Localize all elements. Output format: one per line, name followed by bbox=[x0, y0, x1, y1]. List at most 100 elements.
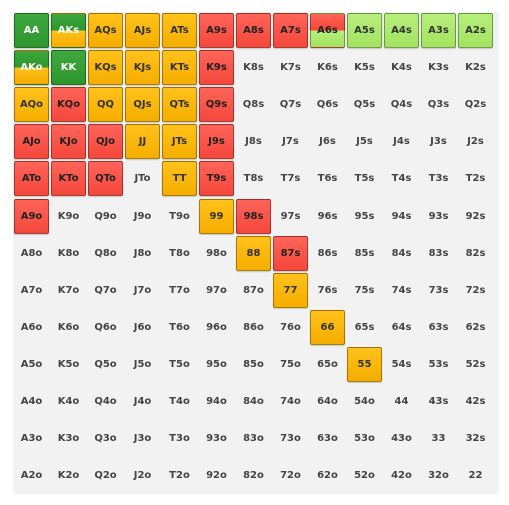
hand-cell-t6s[interactable]: T6s bbox=[310, 161, 345, 196]
hand-cell-93s[interactable]: 93s bbox=[421, 199, 456, 234]
hand-cell-83o[interactable]: 83o bbox=[236, 421, 271, 456]
hand-cell-92s[interactable]: 92s bbox=[458, 199, 493, 234]
hand-cell-72s[interactable]: 72s bbox=[458, 273, 493, 308]
hand-cell-92o[interactable]: 92o bbox=[199, 458, 234, 493]
hand-cell-53o[interactable]: 53o bbox=[347, 421, 382, 456]
hand-cell-98s[interactable]: 98s bbox=[236, 199, 271, 234]
hand-cell-84s[interactable]: 84s bbox=[384, 236, 419, 271]
hand-cell-j7s[interactable]: J7s bbox=[273, 124, 308, 159]
hand-cell-kk[interactable]: KK bbox=[51, 50, 86, 85]
hand-cell-j8s[interactable]: J8s bbox=[236, 124, 271, 159]
hand-cell-66[interactable]: 66 bbox=[310, 310, 345, 345]
hand-cell-j2o[interactable]: J2o bbox=[125, 458, 160, 493]
hand-cell-q6o[interactable]: Q6o bbox=[88, 310, 123, 345]
hand-cell-k7o[interactable]: K7o bbox=[51, 273, 86, 308]
hand-cell-64o[interactable]: 64o bbox=[310, 384, 345, 419]
hand-cell-97o[interactable]: 97o bbox=[199, 273, 234, 308]
hand-cell-95s[interactable]: 95s bbox=[347, 199, 382, 234]
hand-cell-kjo[interactable]: KJo bbox=[51, 124, 86, 159]
hand-cell-k6s[interactable]: K6s bbox=[310, 50, 345, 85]
hand-cell-k3o[interactable]: K3o bbox=[51, 421, 86, 456]
hand-cell-jj[interactable]: JJ bbox=[125, 124, 160, 159]
hand-cell-86s[interactable]: 86s bbox=[310, 236, 345, 271]
hand-cell-62s[interactable]: 62s bbox=[458, 310, 493, 345]
hand-cell-63o[interactable]: 63o bbox=[310, 421, 345, 456]
hand-cell-aqs[interactable]: AQs bbox=[88, 13, 123, 48]
hand-cell-q9o[interactable]: Q9o bbox=[88, 199, 123, 234]
hand-cell-qto[interactable]: QTo bbox=[88, 161, 123, 196]
hand-cell-t2s[interactable]: T2s bbox=[458, 161, 493, 196]
hand-cell-tt[interactable]: TT bbox=[162, 161, 197, 196]
hand-cell-t9o[interactable]: T9o bbox=[162, 199, 197, 234]
hand-cell-q3o[interactable]: Q3o bbox=[88, 421, 123, 456]
hand-cell-k3s[interactable]: K3s bbox=[421, 50, 456, 85]
hand-cell-95o[interactable]: 95o bbox=[199, 347, 234, 382]
hand-cell-j6s[interactable]: J6s bbox=[310, 124, 345, 159]
hand-cell-a6o[interactable]: A6o bbox=[14, 310, 49, 345]
hand-cell-87o[interactable]: 87o bbox=[236, 273, 271, 308]
hand-cell-t5o[interactable]: T5o bbox=[162, 347, 197, 382]
hand-cell-52o[interactable]: 52o bbox=[347, 458, 382, 493]
hand-cell-83s[interactable]: 83s bbox=[421, 236, 456, 271]
hand-cell-ajo[interactable]: AJo bbox=[14, 124, 49, 159]
hand-cell-42s[interactable]: 42s bbox=[458, 384, 493, 419]
hand-cell-kjs[interactable]: KJs bbox=[125, 50, 160, 85]
hand-cell-a7s[interactable]: A7s bbox=[273, 13, 308, 48]
hand-cell-a9o[interactable]: A9o bbox=[14, 199, 49, 234]
hand-cell-k5o[interactable]: K5o bbox=[51, 347, 86, 382]
hand-cell-a3o[interactable]: A3o bbox=[14, 421, 49, 456]
hand-cell-53s[interactable]: 53s bbox=[421, 347, 456, 382]
hand-cell-kqo[interactable]: KQo bbox=[51, 87, 86, 122]
hand-cell-t7o[interactable]: T7o bbox=[162, 273, 197, 308]
hand-cell-k9s[interactable]: K9s bbox=[199, 50, 234, 85]
hand-cell-a9s[interactable]: A9s bbox=[199, 13, 234, 48]
hand-cell-t2o[interactable]: T2o bbox=[162, 458, 197, 493]
hand-cell-ajs[interactable]: AJs bbox=[125, 13, 160, 48]
hand-cell-t4o[interactable]: T4o bbox=[162, 384, 197, 419]
hand-cell-k6o[interactable]: K6o bbox=[51, 310, 86, 345]
hand-cell-j7o[interactable]: J7o bbox=[125, 273, 160, 308]
hand-cell-q2s[interactable]: Q2s bbox=[458, 87, 493, 122]
hand-cell-82s[interactable]: 82s bbox=[458, 236, 493, 271]
hand-cell-42o[interactable]: 42o bbox=[384, 458, 419, 493]
hand-cell-a8s[interactable]: A8s bbox=[236, 13, 271, 48]
hand-cell-54o[interactable]: 54o bbox=[347, 384, 382, 419]
hand-cell-a4s[interactable]: A4s bbox=[384, 13, 419, 48]
hand-cell-q9s[interactable]: Q9s bbox=[199, 87, 234, 122]
hand-cell-43s[interactable]: 43s bbox=[421, 384, 456, 419]
hand-cell-q7o[interactable]: Q7o bbox=[88, 273, 123, 308]
hand-cell-k2o[interactable]: K2o bbox=[51, 458, 86, 493]
hand-cell-a7o[interactable]: A7o bbox=[14, 273, 49, 308]
hand-cell-t4s[interactable]: T4s bbox=[384, 161, 419, 196]
hand-cell-q3s[interactable]: Q3s bbox=[421, 87, 456, 122]
hand-cell-aks[interactable]: AKs bbox=[51, 13, 86, 48]
hand-cell-a8o[interactable]: A8o bbox=[14, 236, 49, 271]
hand-cell-a5o[interactable]: A5o bbox=[14, 347, 49, 382]
hand-cell-t7s[interactable]: T7s bbox=[273, 161, 308, 196]
hand-cell-74o[interactable]: 74o bbox=[273, 384, 308, 419]
hand-cell-85s[interactable]: 85s bbox=[347, 236, 382, 271]
hand-cell-q8s[interactable]: Q8s bbox=[236, 87, 271, 122]
hand-cell-72o[interactable]: 72o bbox=[273, 458, 308, 493]
hand-cell-j5s[interactable]: J5s bbox=[347, 124, 382, 159]
hand-cell-65o[interactable]: 65o bbox=[310, 347, 345, 382]
hand-cell-73o[interactable]: 73o bbox=[273, 421, 308, 456]
hand-cell-j9s[interactable]: J9s bbox=[199, 124, 234, 159]
hand-cell-j4o[interactable]: J4o bbox=[125, 384, 160, 419]
hand-cell-64s[interactable]: 64s bbox=[384, 310, 419, 345]
hand-cell-jts[interactable]: JTs bbox=[162, 124, 197, 159]
hand-cell-97s[interactable]: 97s bbox=[273, 199, 308, 234]
hand-cell-jto[interactable]: JTo bbox=[125, 161, 160, 196]
hand-cell-kts[interactable]: KTs bbox=[162, 50, 197, 85]
hand-cell-73s[interactable]: 73s bbox=[421, 273, 456, 308]
hand-cell-aqo[interactable]: AQo bbox=[14, 87, 49, 122]
hand-cell-t3o[interactable]: T3o bbox=[162, 421, 197, 456]
hand-cell-k5s[interactable]: K5s bbox=[347, 50, 382, 85]
hand-cell-q7s[interactable]: Q7s bbox=[273, 87, 308, 122]
hand-cell-52s[interactable]: 52s bbox=[458, 347, 493, 382]
hand-cell-32o[interactable]: 32o bbox=[421, 458, 456, 493]
hand-cell-a2s[interactable]: A2s bbox=[458, 13, 493, 48]
hand-cell-q5s[interactable]: Q5s bbox=[347, 87, 382, 122]
hand-cell-q6s[interactable]: Q6s bbox=[310, 87, 345, 122]
hand-cell-32s[interactable]: 32s bbox=[458, 421, 493, 456]
